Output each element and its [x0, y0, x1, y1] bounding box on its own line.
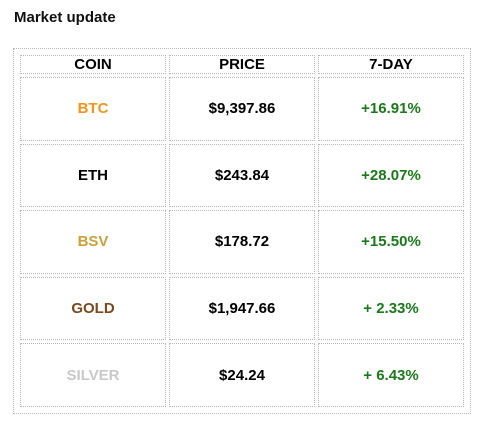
change-cell: + 6.43%	[318, 343, 464, 407]
coin-cell: SILVER	[20, 343, 166, 407]
table-row: BSV $178.72 +15.50%	[20, 210, 464, 274]
table-row: SILVER $24.24 + 6.43%	[20, 343, 464, 407]
table-row: BTC $9,397.86 +16.91%	[20, 77, 464, 141]
price-cell: $178.72	[169, 210, 315, 274]
table-header-row: COIN PRICE 7-DAY	[20, 55, 464, 74]
market-table-grid: COIN PRICE 7-DAY BTC $9,397.86 +16.91% E…	[17, 52, 467, 410]
price-cell: $24.24	[169, 343, 315, 407]
coin-cell: BTC	[20, 77, 166, 141]
page-title: Market update	[14, 9, 116, 26]
column-header-7day: 7-DAY	[318, 55, 464, 74]
table-row: GOLD $1,947.66 + 2.33%	[20, 276, 464, 341]
coin-cell: ETH	[20, 143, 166, 208]
column-header-price: PRICE	[169, 55, 315, 74]
price-cell: $1,947.66	[169, 276, 315, 341]
change-cell: +16.91%	[318, 77, 464, 141]
price-cell: $243.84	[169, 143, 315, 208]
table-row: ETH $243.84 +28.07%	[20, 143, 464, 208]
coin-cell: GOLD	[20, 276, 166, 341]
change-cell: + 2.33%	[318, 276, 464, 341]
price-cell: $9,397.86	[169, 77, 315, 141]
column-header-coin: COIN	[20, 55, 166, 74]
market-table: COIN PRICE 7-DAY BTC $9,397.86 +16.91% E…	[13, 48, 471, 414]
change-cell: +28.07%	[318, 143, 464, 208]
change-cell: +15.50%	[318, 210, 464, 274]
coin-cell: BSV	[20, 210, 166, 274]
